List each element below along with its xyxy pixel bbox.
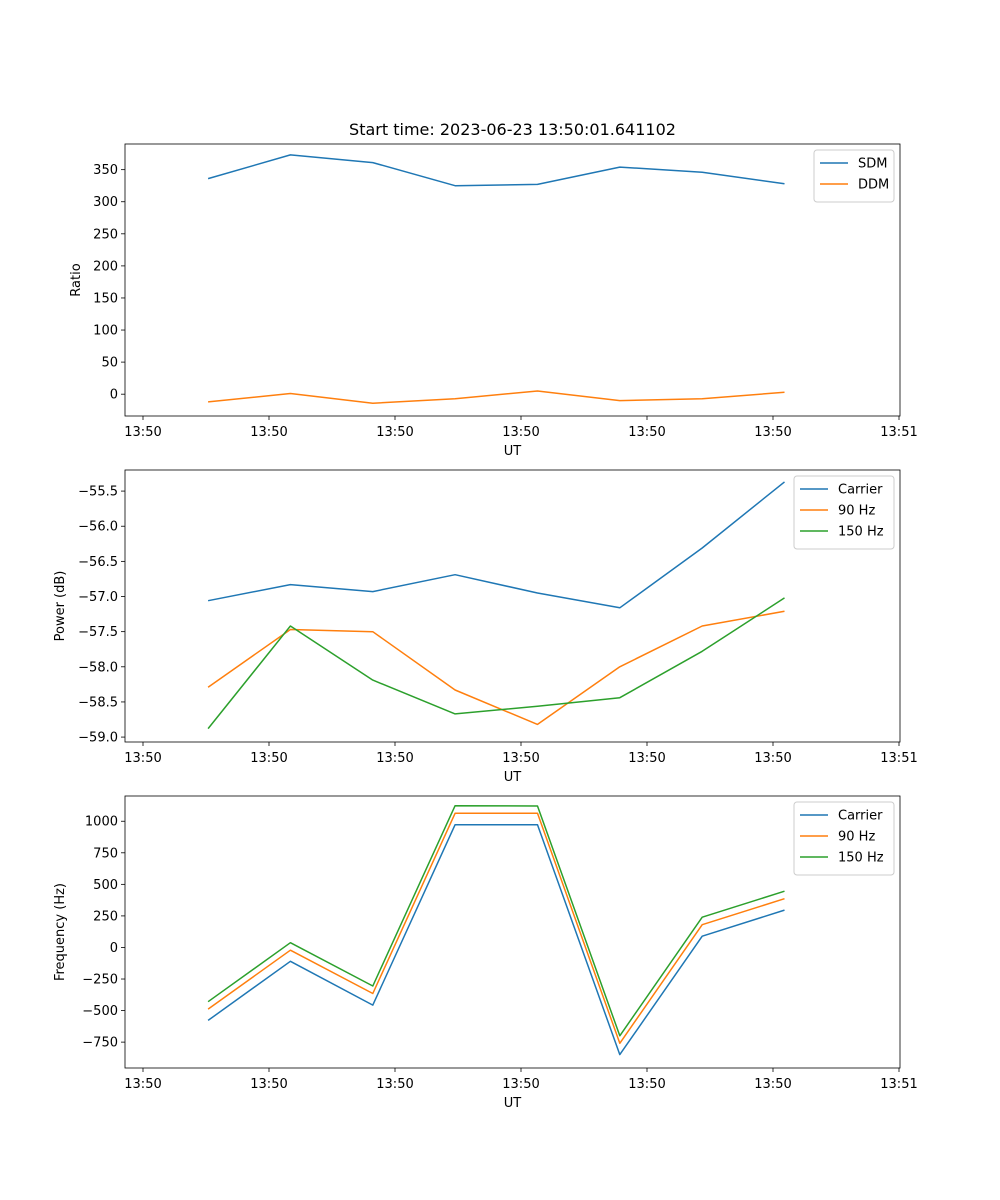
y-tick-label: 300 bbox=[93, 195, 118, 210]
y-tick-label: −55.5 bbox=[78, 485, 118, 500]
x-tick-label: 13:50 bbox=[376, 1077, 413, 1092]
series-line-150-hz bbox=[207, 804, 785, 1037]
y-tick-label: 0 bbox=[110, 388, 118, 403]
y-tick-label: 350 bbox=[93, 163, 118, 178]
x-tick-label: 13:50 bbox=[376, 425, 413, 440]
series-line-ddm bbox=[208, 390, 785, 404]
x-tick-label: 13:51 bbox=[880, 425, 917, 440]
y-tick-label: −56.0 bbox=[78, 520, 118, 535]
x-axis-label: UT bbox=[504, 444, 522, 459]
legend-entry: 150 Hz bbox=[838, 851, 884, 866]
legend-entry: Carrier bbox=[838, 483, 883, 498]
legend-entry: 150 Hz bbox=[838, 525, 884, 540]
x-tick-label: 13:50 bbox=[754, 1077, 791, 1092]
x-axis-label: UT bbox=[504, 770, 522, 785]
legend-entry: Carrier bbox=[838, 809, 883, 824]
series-line-carrier bbox=[207, 823, 785, 1056]
series-line-150-hz bbox=[207, 597, 785, 730]
legend-entry: DDM bbox=[858, 178, 889, 193]
y-tick-label: −58.0 bbox=[78, 660, 118, 675]
legend-entry: 90 Hz bbox=[838, 830, 875, 845]
y-tick-label: 500 bbox=[93, 878, 118, 893]
y-tick-label: −59.0 bbox=[78, 731, 118, 746]
subplot-2: 13:50 13:50 13:50 13:50 13:50 13:50 13:51 −59.0… bbox=[53, 469, 918, 785]
x-tick-label: 13:50 bbox=[124, 425, 161, 440]
y-tick-label: 0 bbox=[110, 941, 118, 956]
x-tick-label: 13:50 bbox=[250, 425, 287, 440]
plot-frame bbox=[124, 143, 901, 417]
y-tick-label: 50 bbox=[101, 356, 118, 371]
plot-frame bbox=[124, 469, 901, 743]
figure-title: Start time: 2023-06-23 13:50:01.641102 bbox=[349, 120, 676, 139]
legend: Carrier 90 Hz 150 Hz bbox=[793, 475, 895, 550]
y-axis-label: Frequency (Hz) bbox=[53, 883, 68, 981]
y-axis-label: Ratio bbox=[69, 263, 84, 296]
x-tick-label: 13:50 bbox=[124, 751, 161, 766]
plot-frame bbox=[124, 795, 901, 1069]
legend-entry: SDM bbox=[858, 157, 887, 172]
y-tick-label: 1000 bbox=[85, 815, 118, 830]
y-tick-label: −56.5 bbox=[78, 555, 118, 570]
x-tick-label: 13:50 bbox=[250, 1077, 287, 1092]
y-tick-label: −500 bbox=[82, 1004, 118, 1019]
series-line-sdm bbox=[207, 154, 785, 187]
x-tick-label: 13:50 bbox=[628, 425, 665, 440]
series-line-90-hz bbox=[207, 812, 785, 1045]
legend: Carrier 90 Hz 150 Hz bbox=[793, 801, 895, 876]
y-tick-label: −57.0 bbox=[78, 590, 118, 605]
y-tick-label: 250 bbox=[93, 227, 118, 242]
subplot-1: 13:50 13:50 13:50 13:50 13:50 13:50 13:51 0 50 10… bbox=[69, 143, 918, 459]
y-tick-label: 150 bbox=[93, 291, 118, 306]
x-tick-label: 13:51 bbox=[880, 1077, 917, 1092]
x-tick-label: 13:50 bbox=[628, 751, 665, 766]
x-tick-label: 13:51 bbox=[880, 751, 917, 766]
series-line-90-hz bbox=[207, 610, 785, 726]
series-line-carrier bbox=[207, 481, 785, 609]
y-tick-label: −58.5 bbox=[78, 695, 118, 710]
y-axis-label: Power (dB) bbox=[53, 571, 68, 642]
x-tick-label: 13:50 bbox=[250, 751, 287, 766]
y-tick-label: 750 bbox=[93, 846, 118, 861]
x-tick-label: 13:50 bbox=[376, 751, 413, 766]
y-tick-label: 250 bbox=[93, 909, 118, 924]
x-tick-label: 13:50 bbox=[628, 1077, 665, 1092]
y-tick-label: −57.5 bbox=[78, 625, 118, 640]
legend-entry: 90 Hz bbox=[838, 504, 875, 519]
y-tick-label: 200 bbox=[93, 259, 118, 274]
y-tick-label: −750 bbox=[82, 1036, 118, 1051]
x-tick-label: 13:50 bbox=[502, 1077, 539, 1092]
subplot-3: 13:50 13:50 13:50 13:50 13:50 13:50 13:51 −750 −… bbox=[53, 795, 918, 1111]
x-tick-label: 13:50 bbox=[502, 425, 539, 440]
y-tick-label: 100 bbox=[93, 324, 118, 339]
x-axis-label: UT bbox=[504, 1096, 522, 1111]
legend: SDM DDM bbox=[813, 149, 895, 203]
x-tick-label: 13:50 bbox=[754, 425, 791, 440]
x-tick-label: 13:50 bbox=[754, 751, 791, 766]
x-tick-label: 13:50 bbox=[502, 751, 539, 766]
y-tick-label: −250 bbox=[82, 973, 118, 988]
x-tick-label: 13:50 bbox=[124, 1077, 161, 1092]
plots-container: 13:50 13:50 13:50 13:50 13:50 13:50 13:51 0 50 10… bbox=[53, 143, 918, 1111]
